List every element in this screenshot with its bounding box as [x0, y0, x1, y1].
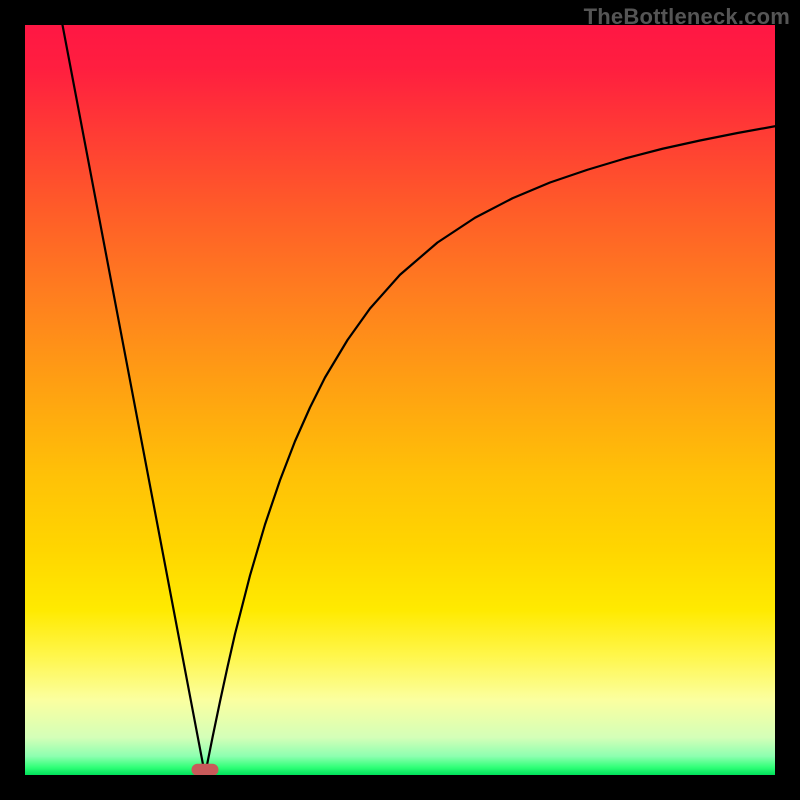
minimum-marker: [192, 764, 219, 775]
watermark-text: TheBottleneck.com: [584, 4, 790, 30]
plot-svg: [25, 25, 775, 775]
gradient-background: [25, 25, 775, 775]
plot-area: [25, 25, 775, 775]
chart-frame: TheBottleneck.com: [0, 0, 800, 800]
